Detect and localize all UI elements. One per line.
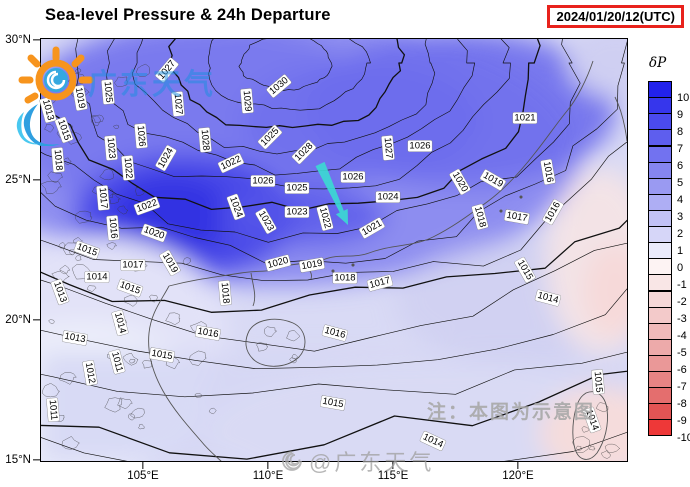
legend-tick: 9 (677, 109, 684, 122)
lat-label: 25°N (5, 174, 31, 186)
legend-tick: 10 (677, 92, 690, 105)
lat-label: 20°N (5, 314, 31, 326)
legend-color-box (648, 226, 672, 244)
pressure-field-map (41, 39, 627, 461)
legend-color-box (648, 322, 672, 340)
legend-tick: 5 (677, 177, 684, 190)
lon-label: 105°E (127, 470, 159, 482)
legend-tick: -2 (677, 296, 687, 309)
legend-color-box (648, 290, 672, 308)
legend-color-box (648, 145, 672, 163)
legend-tick: 2 (677, 228, 684, 241)
legend-color-box (648, 338, 672, 356)
legend-tick: 7 (677, 143, 684, 156)
legend-color-box (648, 161, 672, 179)
legend-tick: -6 (677, 364, 687, 377)
legend-color-box (648, 403, 672, 421)
lat-label: 15°N (5, 454, 31, 466)
legend-color-box (648, 387, 672, 405)
legend-color-box (648, 81, 672, 99)
legend-color-box (648, 419, 672, 437)
lon-tick (142, 462, 144, 469)
legend-tick: -7 (677, 381, 687, 394)
lat-tick (33, 459, 40, 461)
legend-tick: -9 (677, 415, 687, 428)
legend-color-box (648, 354, 672, 372)
wind-advection-arrow (315, 161, 348, 225)
legend-color-box (648, 242, 672, 260)
map-canvas (40, 38, 628, 462)
page-title: Sea-level Pressure & 24h Departure (45, 6, 331, 24)
lon-tick (392, 462, 394, 469)
legend-tick: -4 (677, 330, 687, 343)
color-legend: δP 10 9 8 7 6 5 4 3 2 1 0 -1 -2 -3 -4 -5 -6 -7 -8 -9 -10 (648, 55, 690, 444)
legend-color-box (648, 274, 672, 292)
coastline (148, 60, 627, 461)
legend-tick: 4 (677, 194, 684, 207)
legend-tick: -5 (677, 347, 687, 360)
legend-tick: 6 (677, 160, 684, 173)
legend-tick: 3 (677, 211, 684, 224)
legend-color-box (648, 97, 672, 115)
legend-tick: -3 (677, 313, 687, 326)
legend-tick: 0 (677, 262, 684, 275)
lon-label: 115°E (377, 470, 409, 482)
legend-tick: 1 (677, 245, 684, 258)
departure-color-field (41, 39, 627, 461)
legend-color-box (648, 371, 672, 389)
legend-tick: -1 (677, 279, 687, 292)
isobar-contours (41, 39, 627, 461)
lat-tick (33, 39, 40, 41)
lat-tick (33, 179, 40, 181)
legend-color-box (648, 209, 672, 227)
timestamp-badge: 2024/01/20/12(UTC) (547, 5, 684, 28)
lat-tick (33, 319, 40, 321)
legend-tick-labels: 10 9 8 7 6 5 4 3 2 1 0 -1 -2 -3 -4 -5 -6 -7 -8 -9 -10 (677, 81, 690, 444)
legend-color-box (648, 177, 672, 195)
legend-color-box (648, 129, 672, 147)
lat-label: 30°N (5, 34, 31, 46)
legend-color-box (648, 113, 672, 131)
lon-tick (517, 462, 519, 469)
legend-color-box (648, 193, 672, 211)
legend-tick: -8 (677, 398, 687, 411)
legend-title: δP (649, 55, 667, 71)
legend-color-scale: 10 9 8 7 6 5 4 3 2 1 0 -1 -2 -3 -4 -5 -6 -7 -8 -9 -10 (648, 81, 690, 444)
legend-tick: -10 (677, 432, 690, 445)
legend-tick: 8 (677, 126, 684, 139)
lon-label: 110°E (252, 470, 284, 482)
legend-color-box (648, 258, 672, 276)
lon-tick (267, 462, 269, 469)
legend-color-box (648, 306, 672, 324)
lon-label: 120°E (502, 470, 534, 482)
